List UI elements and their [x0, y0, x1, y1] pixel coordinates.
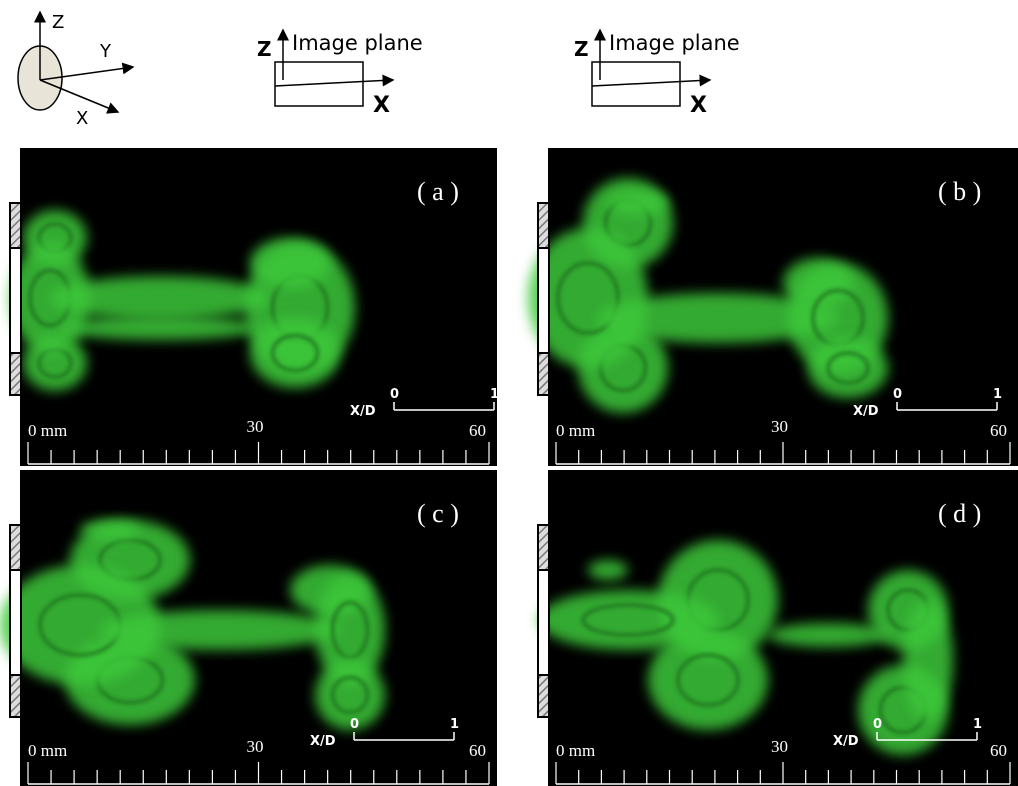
ruler-end: 60 — [990, 421, 1007, 440]
nozzle-opening — [538, 248, 549, 353]
flow-panel: ( a ) 0 mm 30 60 X/D 0 1 — [10, 148, 499, 466]
scale-end: 1 — [973, 717, 982, 732]
dye-region — [903, 600, 953, 720]
nozzle-hatch — [538, 525, 549, 570]
nozzle-hatch — [10, 675, 21, 717]
panel-label: ( d ) — [938, 499, 981, 528]
ruler-mid: 30 — [247, 737, 264, 756]
ruler-start: 0 mm — [28, 741, 67, 760]
axis-label: Z — [52, 12, 64, 33]
nozzle-hatch — [538, 203, 549, 248]
scale-end: 1 — [490, 387, 499, 402]
z-label: Z — [257, 37, 272, 61]
plane-title: Image plane — [609, 31, 740, 55]
dye-region — [50, 276, 270, 320]
dye-region — [250, 318, 340, 388]
axis-label: X — [76, 108, 88, 129]
ruler-end: 60 — [469, 421, 486, 440]
scale-end: 1 — [993, 387, 1002, 402]
x-arrow — [592, 80, 710, 86]
nozzle-hatch — [538, 675, 549, 717]
x-arrow — [275, 80, 393, 86]
nozzle — [10, 525, 21, 717]
scale-axis: X/D — [350, 404, 376, 419]
ruler-mid: 30 — [247, 417, 264, 436]
scale-axis: X/D — [310, 734, 336, 749]
dye-region — [250, 238, 330, 288]
scale-start: 0 — [893, 387, 902, 402]
axis-label: Y — [99, 41, 112, 62]
ruler-start: 0 mm — [556, 741, 595, 760]
ruler-mid: 30 — [771, 737, 788, 756]
nozzle-opening — [10, 570, 21, 675]
dye-region — [100, 610, 340, 650]
panel-label: ( b ) — [938, 177, 981, 206]
flow-panel: ( c ) 0 mm 30 60 X/D 0 1 — [0, 470, 497, 786]
ruler-end: 60 — [990, 741, 1007, 760]
scale-axis: X/D — [833, 734, 859, 749]
panel-label: ( a ) — [417, 177, 459, 206]
dye-region — [608, 191, 668, 215]
image-plane-diagram: Z Image plane X — [257, 30, 423, 118]
x-label: X — [373, 93, 390, 118]
dye-region — [588, 560, 628, 580]
x-label: X — [690, 93, 707, 118]
flow-panel: ( d ) 0 mm 30 60 X/D 0 1 — [538, 470, 1018, 786]
nozzle-opening — [538, 570, 549, 675]
z-label: Z — [574, 37, 589, 61]
coordinate-system: Z Y X — [18, 12, 133, 129]
image-plane-diagram: Z Image plane X — [574, 30, 740, 118]
nozzle-hatch — [10, 353, 21, 395]
scale-end: 1 — [450, 717, 459, 732]
ruler-mid: 30 — [771, 417, 788, 436]
nozzle-hatch — [10, 203, 21, 248]
panel-label: ( c ) — [417, 499, 459, 528]
dye-region — [768, 623, 888, 647]
figure: Z Y X Z Image plane X Z Image plane X ( a ) 0 m… — [0, 0, 1018, 786]
nozzle-opening — [10, 248, 21, 353]
nozzle-hatch — [10, 525, 21, 570]
dye-region — [60, 316, 260, 340]
ruler-start: 0 mm — [28, 421, 67, 440]
nozzle-hatch — [538, 353, 549, 395]
scale-start: 0 — [350, 717, 359, 732]
flow-panel: ( b ) 0 mm 30 60 X/D 0 1 — [528, 148, 1018, 466]
scale-start: 0 — [390, 387, 399, 402]
dye-region — [538, 590, 718, 650]
dye-region — [808, 338, 888, 398]
nozzle — [538, 525, 549, 717]
scale-axis: X/D — [853, 404, 879, 419]
ruler-start: 0 mm — [556, 421, 595, 440]
nozzle — [538, 203, 549, 395]
plane-title: Image plane — [292, 31, 423, 55]
dye-region — [80, 520, 140, 540]
ruler-end: 60 — [469, 741, 486, 760]
scale-start: 0 — [873, 717, 882, 732]
nozzle — [10, 203, 21, 395]
